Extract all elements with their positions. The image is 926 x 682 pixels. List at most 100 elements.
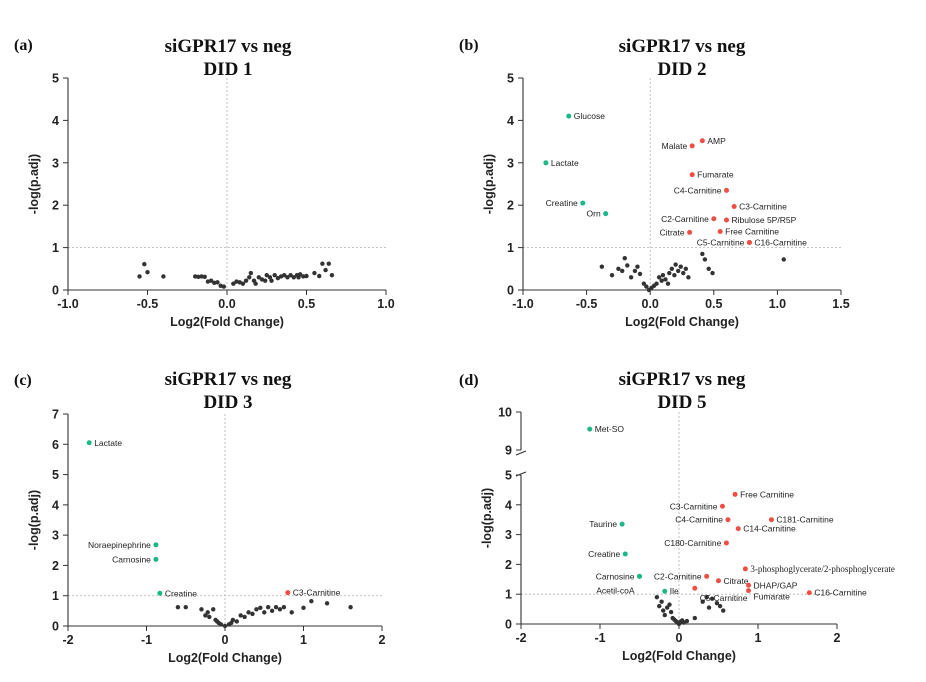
- data-point: [329, 272, 335, 278]
- point-label: Creatine: [165, 588, 197, 598]
- data-point: [654, 594, 660, 600]
- data-point: [700, 251, 705, 257]
- data-point: [312, 270, 317, 276]
- significant-point: [580, 200, 586, 206]
- x-tick-label: -1: [141, 633, 152, 647]
- chart-title-line-1: siGPR17 vs neg: [165, 36, 292, 57]
- data-point: [317, 273, 322, 279]
- point-label: DHAP/GAP: [754, 580, 798, 590]
- x-tick-label: 2: [379, 633, 386, 647]
- data-point: [686, 275, 691, 280]
- data-point: [243, 278, 249, 283]
- significant-point: [662, 588, 668, 594]
- point-label: C14-Carnitine: [743, 524, 796, 534]
- data-point: [721, 608, 726, 613]
- significant-point: [153, 542, 159, 548]
- data-point: [183, 605, 188, 610]
- data-point: [678, 264, 683, 269]
- x-tick-label: -0.5: [576, 297, 598, 311]
- y-tick-label: 5: [507, 72, 514, 86]
- data-point: [211, 607, 216, 612]
- point-label: C4-Carnitine: [675, 515, 723, 525]
- y-tick-label: 2: [52, 559, 59, 573]
- data-point: [659, 599, 664, 604]
- chart-title-line-2: DID 2: [657, 59, 706, 80]
- data-point: [265, 605, 271, 610]
- point-label: C3-Carnitine: [739, 201, 787, 211]
- y-tick-label: 4: [52, 114, 59, 128]
- data-point: [297, 272, 303, 277]
- y-tick-label: 0: [52, 620, 59, 634]
- data-point: [240, 281, 246, 286]
- data-point: [656, 275, 662, 280]
- y-tick-label: 7: [52, 408, 59, 422]
- y-tick-label: 10: [498, 406, 512, 420]
- data-point: [248, 270, 254, 276]
- chart-title-line-1: siGPR17 vs neg: [619, 369, 746, 390]
- x-tick-label: -1.0: [512, 297, 534, 311]
- significant-point: [699, 138, 705, 144]
- x-axis-title: Log2(Fold Change): [625, 315, 739, 329]
- data-point: [667, 602, 672, 607]
- significant-point: [622, 551, 628, 557]
- y-tick-label: 4: [507, 114, 514, 128]
- data-point: [288, 272, 293, 278]
- significant-point: [731, 203, 737, 209]
- data-point: [246, 610, 251, 615]
- point-label: C5-Carnitine: [700, 593, 748, 603]
- significant-point: [619, 521, 625, 527]
- data-point: [710, 270, 715, 276]
- data-point: [267, 275, 273, 280]
- point-label: Fumarate: [754, 592, 791, 602]
- point-label: Malate: [662, 141, 688, 151]
- x-tick-label: 1.5: [832, 297, 849, 311]
- significant-point: [157, 590, 163, 596]
- significant-point: [732, 491, 738, 497]
- y-axis-title: -log(p.adj): [482, 154, 496, 214]
- significant-point: [566, 113, 572, 119]
- significant-point: [725, 517, 731, 523]
- y-tick-label: 0: [507, 284, 514, 298]
- y-tick-label: 2: [507, 199, 514, 213]
- point-label: C4-Carnitine: [674, 185, 722, 195]
- data-point: [234, 619, 239, 624]
- point-label: C16-Carnitine: [814, 588, 867, 598]
- y-axis-title: -log(p.adj): [27, 490, 41, 550]
- data-point: [161, 274, 166, 279]
- significant-point: [723, 540, 729, 546]
- significant-point: [587, 426, 593, 432]
- data-point: [620, 268, 625, 274]
- point-label: Creatine: [588, 549, 620, 559]
- data-point: [781, 257, 786, 262]
- point-label: AMP: [707, 136, 726, 146]
- data-point: [145, 269, 150, 275]
- point-label: C181-Carnitine: [776, 515, 833, 525]
- data-point: [662, 612, 667, 618]
- panel-letter: (d): [459, 372, 479, 389]
- point-label: Free Carnitine: [725, 226, 779, 236]
- data-point: [264, 272, 269, 278]
- data-point: [215, 280, 220, 285]
- y-tick-label: 0: [52, 284, 59, 298]
- y-tick-label: 1: [52, 589, 59, 603]
- data-point: [207, 614, 212, 620]
- x-tick-label: 0: [222, 633, 229, 647]
- y-tick-label: 4: [505, 498, 512, 512]
- data-point: [644, 284, 649, 289]
- x-tick-label: 0.5: [705, 297, 722, 311]
- data-point: [635, 264, 640, 269]
- data-point: [323, 267, 328, 273]
- data-point: [659, 278, 664, 283]
- data-point: [285, 275, 290, 280]
- data-point: [142, 261, 147, 267]
- data-point: [324, 601, 330, 606]
- significant-point: [153, 556, 159, 562]
- x-axis-title: Log2(Fold Change): [622, 649, 736, 663]
- data-point: [683, 266, 689, 271]
- data-point: [668, 609, 674, 615]
- data-point: [704, 594, 709, 600]
- data-point: [657, 603, 662, 609]
- y-tick-label: 3: [505, 528, 512, 542]
- point-label: 3-phosphoglycerate/2-phosphoglycerate: [750, 564, 894, 574]
- x-tick-label: 1.0: [377, 297, 394, 311]
